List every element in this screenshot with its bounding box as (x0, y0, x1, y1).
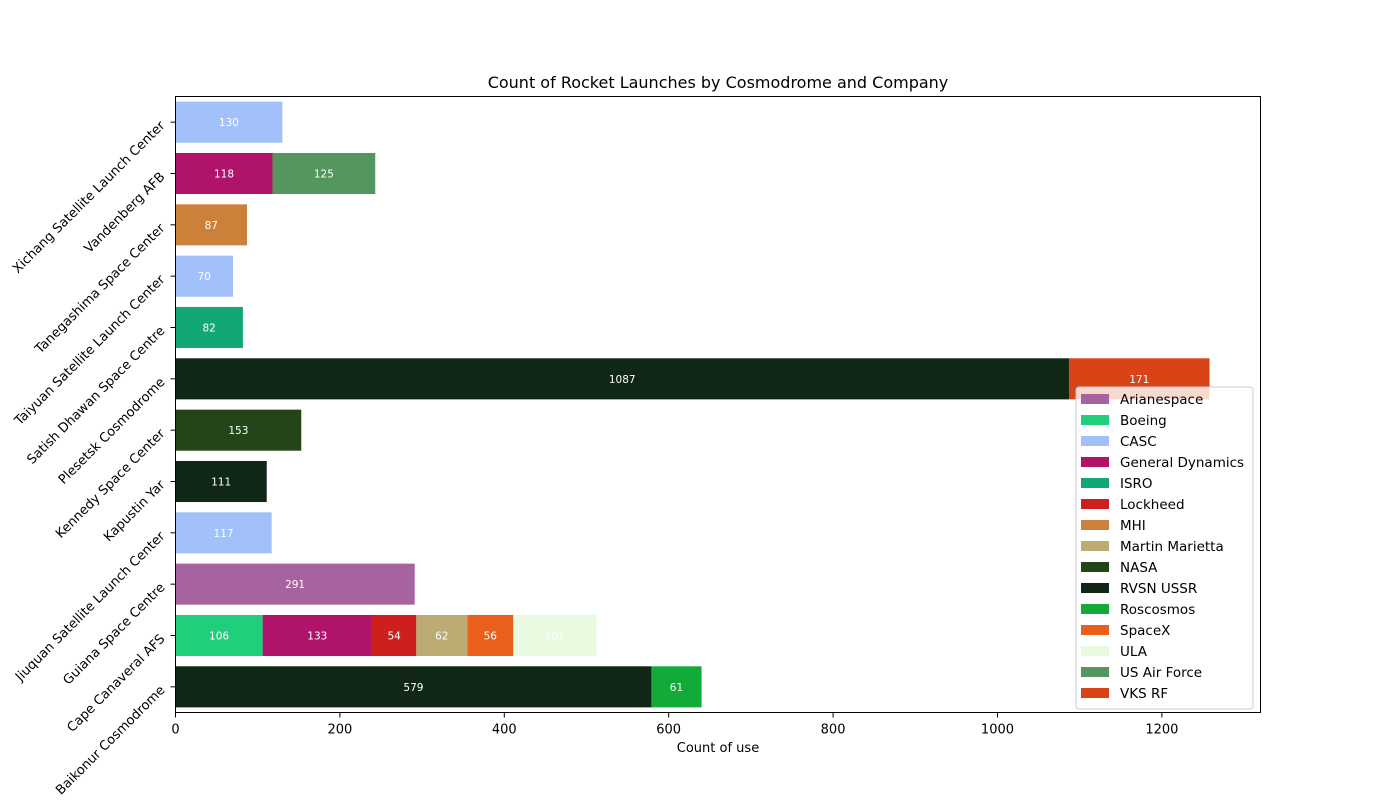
bar-value-label: 1087 (609, 374, 636, 386)
legend-label: Arianespace (1120, 392, 1203, 408)
bar-value-label: 61 (670, 682, 683, 694)
bar (175, 460, 267, 503)
bar-value-label: 171 (1129, 374, 1149, 386)
legend-swatch (1081, 688, 1109, 698)
legend-label: Lockheed (1120, 497, 1185, 513)
bar-value-label: 125 (314, 169, 334, 181)
bar-value-label: 70 (198, 271, 211, 283)
legend-label: ULA (1120, 644, 1148, 660)
bar (175, 563, 415, 605)
legend-label: Martin Marietta (1120, 539, 1224, 555)
bar (262, 614, 372, 657)
bar (651, 666, 702, 708)
x-axis: 0 200 400 600 800 1000 1200 (171, 712, 1178, 738)
bar-value-label: 117 (214, 528, 234, 540)
bar (175, 255, 234, 297)
legend-label: ISRO (1120, 476, 1153, 492)
legend-label: Boeing (1120, 413, 1167, 429)
bar (175, 666, 652, 708)
bar-value-label: 101 (545, 631, 565, 643)
legend-swatch (1081, 478, 1109, 488)
bar (272, 152, 376, 195)
legend-label: SpaceX (1120, 623, 1170, 639)
bar-value-label: 133 (307, 631, 327, 643)
bar (467, 614, 514, 657)
legend-swatch (1081, 415, 1109, 425)
legend-swatch (1081, 604, 1109, 614)
bar (175, 101, 283, 143)
bar (175, 204, 248, 246)
legend-frame (1075, 386, 1254, 710)
bar-value-label: 130 (219, 117, 239, 129)
x-tick-label: 400 (492, 723, 517, 738)
legend-label: Roscosmos (1120, 602, 1195, 618)
bar (175, 512, 272, 554)
bars-layer: 579 61 106 133 54 62 56 101 291 117 111 153 1087 171 8… (175, 101, 1210, 708)
chart-title: Count of Rocket Launches by Cosmodrome a… (488, 73, 949, 92)
legend-swatch (1081, 583, 1109, 593)
legend-swatch (1081, 541, 1109, 551)
legend-label: US Air Force (1120, 665, 1202, 681)
legend-swatch (1081, 667, 1109, 677)
plot-frame (175, 96, 1261, 713)
x-tick-label: 800 (821, 723, 846, 738)
bar (175, 409, 302, 451)
bar (175, 614, 263, 657)
legend-swatch (1081, 562, 1109, 572)
legend-label: RVSN USSR (1120, 581, 1197, 597)
bar-value-label: 62 (435, 631, 448, 643)
x-tick-label: 1200 (1145, 723, 1178, 738)
bar (416, 614, 468, 657)
x-tick-label: 600 (656, 723, 681, 738)
bar (175, 358, 1069, 400)
legend-swatch (1081, 394, 1109, 404)
bar (175, 152, 273, 195)
x-tick-label: 200 (327, 723, 352, 738)
bar-value-label: 579 (403, 682, 423, 694)
bar-value-label: 111 (211, 477, 231, 489)
bar-value-label: 153 (228, 425, 248, 437)
legend-swatch (1081, 436, 1109, 446)
legend-swatch (1081, 625, 1109, 635)
legend-swatch (1081, 520, 1109, 530)
bar-value-label: 56 (484, 631, 498, 643)
legend-label: CASC (1120, 434, 1157, 450)
legend-label: MHI (1120, 518, 1146, 534)
bar-value-label: 54 (387, 631, 401, 643)
bar-value-label: 291 (285, 579, 305, 591)
bar (371, 614, 417, 657)
bar-value-label: 118 (214, 169, 234, 181)
legend: Arianespace Boeing CASC General Dynamics ISR… (1075, 386, 1254, 710)
legend-label: VKS RF (1120, 686, 1168, 702)
bar-value-label: 87 (205, 220, 218, 232)
bar-value-label: 82 (203, 323, 216, 335)
legend-label: General Dynamics (1120, 455, 1244, 471)
x-tick-label: 0 (171, 723, 179, 738)
legend-swatch (1081, 457, 1109, 467)
x-axis-label: Count of use (677, 741, 759, 756)
x-tick-label: 1000 (981, 723, 1014, 738)
legend-swatch (1081, 499, 1109, 509)
legend-swatch (1081, 646, 1109, 656)
bar (513, 614, 597, 657)
bar-value-label: 106 (209, 631, 229, 643)
bar (175, 306, 243, 349)
legend-label: NASA (1120, 560, 1158, 576)
